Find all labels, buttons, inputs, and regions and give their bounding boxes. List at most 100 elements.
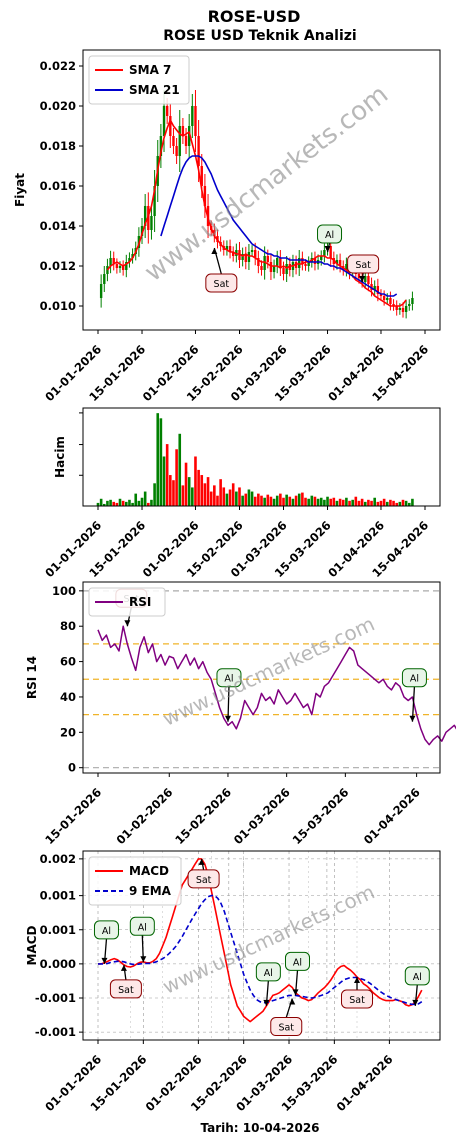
signal-arrowhead (224, 715, 231, 722)
candle-body (279, 258, 282, 268)
chart-title: ROSE-USD (208, 7, 301, 26)
volume-bar (216, 495, 219, 506)
volume-bar (263, 497, 266, 506)
volume-bar (260, 495, 263, 506)
x-tick-label: 15-02-2026 (172, 785, 234, 847)
legend-box (88, 587, 166, 617)
volume-bar (329, 498, 332, 506)
signal-arrowhead (324, 246, 331, 252)
candle-body (294, 262, 298, 268)
volume-bar (370, 500, 373, 506)
candle-body (257, 258, 260, 266)
volume-bar (301, 492, 304, 506)
candle-body (304, 264, 307, 266)
rsi-line (97, 625, 456, 746)
volume-bar (99, 498, 103, 506)
candle-body (285, 264, 288, 274)
volume-bar (354, 496, 358, 506)
legend-label: 9 EMA (129, 884, 172, 898)
volume-bar (96, 502, 100, 506)
panel-frame (82, 850, 441, 1041)
signal-arrowhead (263, 999, 270, 1006)
volume-bar (181, 485, 185, 506)
volume-bar (304, 497, 307, 506)
volume-bar (106, 500, 109, 506)
candle-body (184, 136, 188, 146)
signal-box (317, 224, 343, 244)
candle-body (282, 268, 285, 274)
volume-bar (253, 496, 257, 506)
signal-box (341, 989, 374, 1009)
volume-bar (228, 489, 232, 506)
signal-arrowhead (289, 998, 296, 1005)
signal-label: Al (102, 926, 111, 937)
volume-bar (326, 496, 329, 506)
candle-body (235, 250, 238, 256)
candle-body (187, 126, 191, 146)
x-tick-label: 15-03-2026 (290, 785, 352, 847)
panel-frame (82, 407, 441, 507)
y-tick-label: 0.020 (40, 99, 76, 113)
volume-bar (404, 500, 408, 506)
volume-bar (172, 480, 175, 506)
legend-label: RSI (129, 595, 151, 609)
candle-body (357, 274, 361, 278)
signal-box (401, 668, 427, 688)
candle-body (115, 264, 119, 268)
y-tick-label: 100 (52, 584, 76, 598)
candle-body (247, 252, 251, 262)
volume-bar (341, 499, 345, 506)
candle-body (175, 146, 178, 156)
volume-bar (285, 494, 288, 506)
volume-bar (411, 498, 414, 506)
panel-frame (82, 581, 441, 774)
volume-bar (209, 491, 213, 506)
signal-label: Sat (118, 985, 134, 996)
candle-body (232, 252, 235, 256)
candle-body (373, 286, 376, 290)
candle-body (401, 308, 405, 312)
volume-bar (247, 489, 251, 506)
legend-label: MACD (129, 864, 169, 878)
volume-bar (335, 500, 339, 506)
volume-bar (219, 479, 222, 506)
candle-body (194, 106, 197, 136)
signal-label: Al (293, 957, 302, 968)
volume-bar (319, 497, 323, 506)
sma7-line (106, 119, 407, 307)
volume-bar (266, 494, 270, 506)
volume-bar (367, 499, 370, 506)
volume-bar (389, 499, 392, 506)
volume-bar (137, 500, 141, 506)
candle-body (140, 226, 144, 236)
volume-bar (313, 496, 317, 506)
signal-box (205, 273, 238, 293)
signal-box (109, 979, 142, 999)
y-tick-label: 40 (60, 690, 76, 704)
candle-body (191, 106, 194, 126)
volume-bar (291, 498, 295, 506)
signal-box (284, 951, 310, 971)
volume-bar (134, 493, 138, 506)
volume-bar (178, 433, 182, 506)
candle-body (159, 136, 163, 156)
signal-arrowhead (101, 957, 108, 964)
volume-bar (272, 498, 276, 506)
candle-body (370, 284, 373, 290)
volume-bar (316, 498, 320, 506)
volume-bar (373, 497, 376, 506)
volume-bar (140, 497, 144, 506)
candle-body (121, 266, 125, 270)
y-tick-label: 0.002 (40, 852, 76, 866)
volume-bar (124, 501, 128, 506)
candle-body (254, 250, 257, 258)
volume-bar (225, 493, 229, 506)
candle-body (200, 166, 203, 186)
candle-body (382, 296, 386, 300)
signal-label: Al (325, 230, 334, 241)
candle-body (128, 258, 131, 262)
signal-label: Al (413, 972, 422, 983)
volume-bar (115, 502, 119, 506)
volume-bar (175, 449, 178, 506)
